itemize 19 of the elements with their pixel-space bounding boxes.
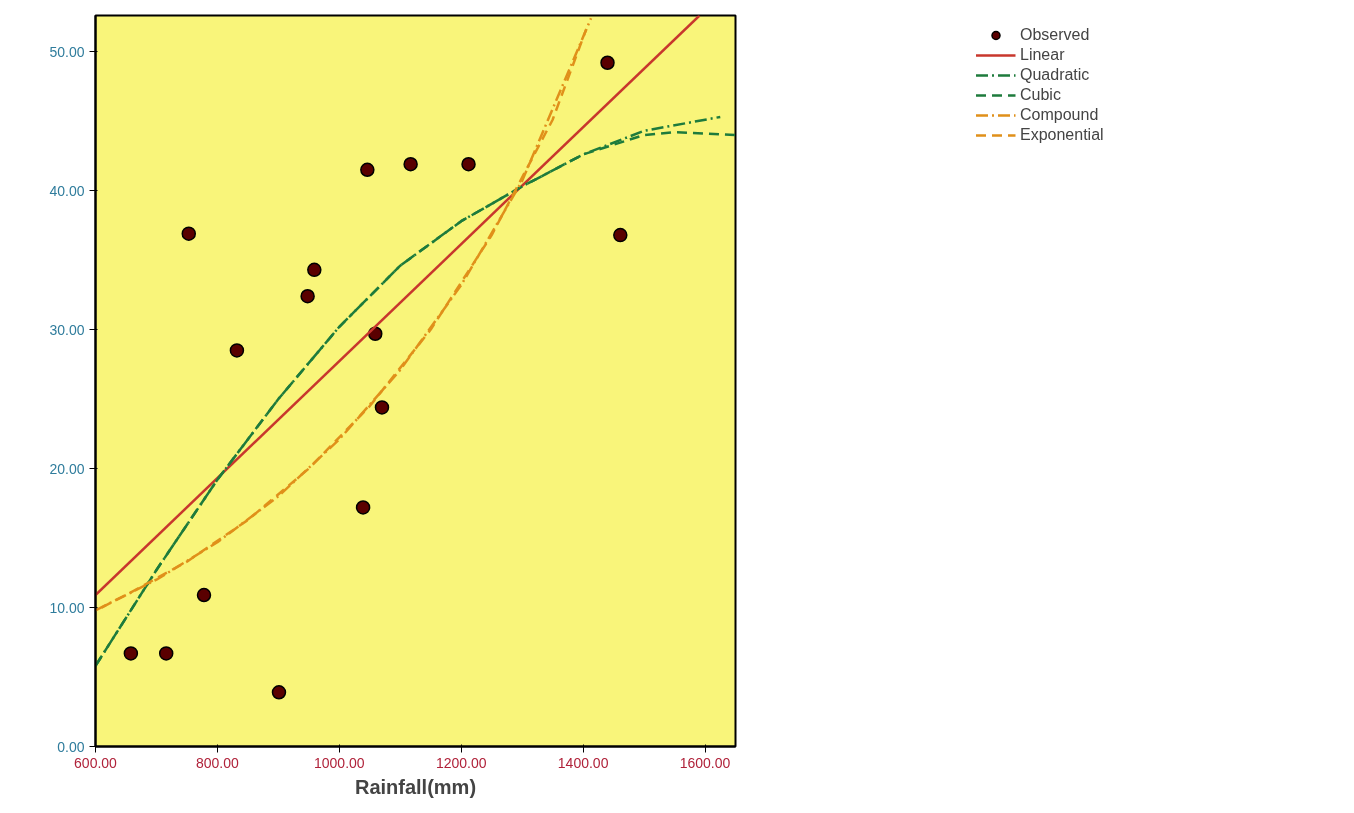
legend-label: Quadratic [1020, 66, 1091, 84]
y-tick-label: 20.00 [49, 460, 85, 477]
x-tick-label: 1200.00 [435, 754, 487, 771]
y-tick-label: 0.00 [57, 738, 85, 755]
x-tick-label: 800.00 [195, 754, 240, 771]
x-tick-label: 1400.00 [557, 754, 609, 771]
y-tick-label: 10.00 [49, 599, 85, 616]
legend-label: Exponential [1020, 126, 1105, 144]
legend-label: Cubic [1020, 86, 1062, 104]
y-tick-label: 50.00 [49, 43, 85, 60]
x-tick-label: 1600.00 [679, 754, 731, 771]
y-tick-label: 30.00 [49, 321, 85, 338]
x-axis-title: Rainfall(mm) [354, 775, 477, 798]
y-tick-label: 40.00 [49, 182, 85, 199]
legend-label: Linear [1020, 46, 1066, 64]
legend-label: Compound [1020, 106, 1100, 124]
x-tick-label: 1000.00 [314, 754, 365, 771]
legend-label: Observed [1020, 26, 1091, 44]
x-tick-label: 600.00 [74, 754, 118, 771]
